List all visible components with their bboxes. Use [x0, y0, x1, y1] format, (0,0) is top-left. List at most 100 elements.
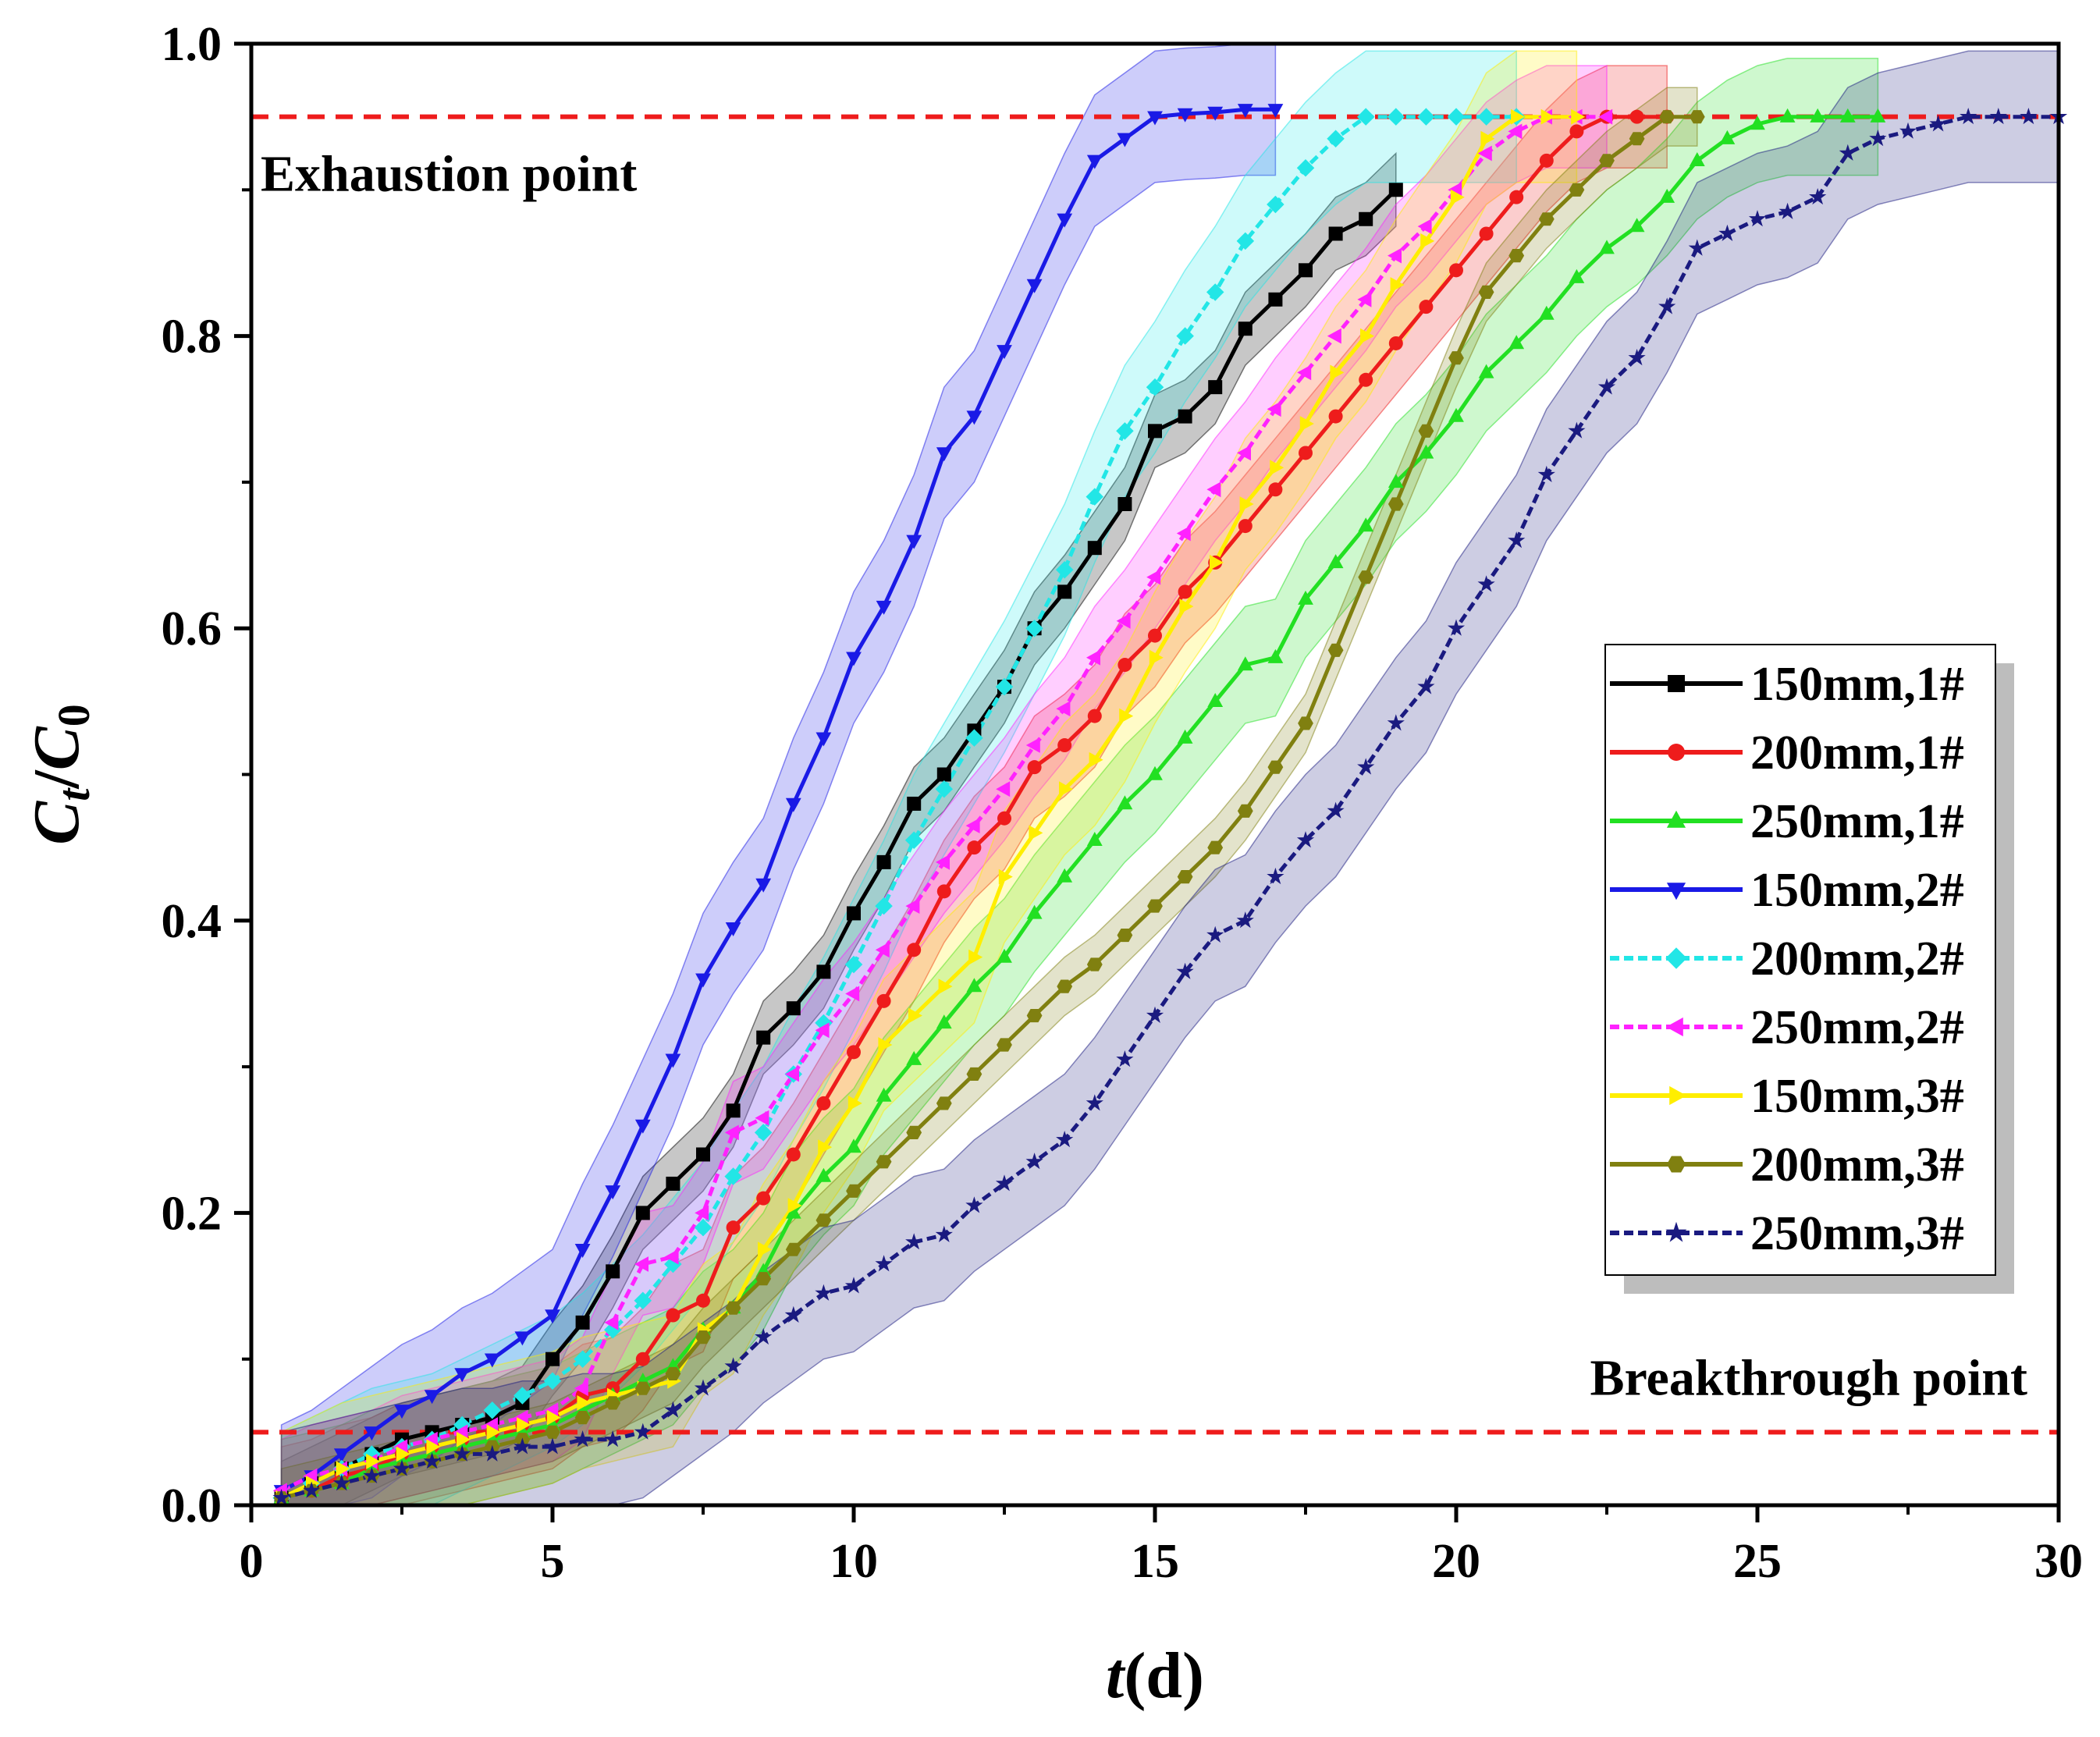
marker-s9-7: [483, 1444, 501, 1462]
marker-s3-53: [1870, 108, 1886, 123]
marker-s3-31: [1207, 693, 1224, 707]
x-axis-title-var: t: [1106, 1639, 1126, 1712]
axis-ticks: 0 5 10 15 20 25 30 0.0 0.2 0.4 0.6 0.8 1.0: [162, 18, 2084, 1588]
marker-s4-19: [846, 652, 862, 666]
marker-s6-35: [1327, 328, 1341, 344]
marker-s9-51: [1809, 188, 1827, 205]
marker-s2-27: [1087, 709, 1102, 723]
marker-s9-30: [1176, 962, 1194, 979]
marker-s5-33: [1267, 195, 1285, 214]
marker-s9-11: [604, 1430, 622, 1448]
marker-s9-43: [1568, 421, 1586, 439]
marker-s9-18: [815, 1284, 833, 1301]
marker-s8-26: [1057, 979, 1073, 993]
marker-s9-38: [1417, 677, 1435, 694]
marker-s1-15: [726, 1103, 741, 1118]
y-axis-title-slash: /: [20, 769, 93, 790]
marker-s2-12: [635, 1352, 650, 1366]
marker-s9-45: [1628, 349, 1646, 366]
marker-s3-36: [1358, 517, 1374, 532]
marker-s8-46: [1659, 110, 1675, 124]
marker-s3-39: [1448, 407, 1464, 422]
marker-s8-34: [1298, 716, 1313, 730]
marker-s9-29: [1146, 1006, 1164, 1023]
marker-s9-9: [543, 1437, 562, 1455]
marker-s6-32: [1237, 445, 1251, 461]
marker-s1-22: [936, 767, 951, 782]
marker-s8-37: [1388, 497, 1404, 511]
marker-s5-26: [1056, 561, 1074, 579]
marker-s9-25: [1025, 1153, 1043, 1170]
x-axis-title-unit: (d): [1124, 1639, 1204, 1712]
marker-s6-33: [1267, 401, 1281, 417]
marker-s2-38: [1419, 300, 1434, 314]
marker-s1-18: [816, 964, 831, 979]
marker-s3-49: [1750, 115, 1765, 130]
marker-s7-26: [1059, 781, 1073, 797]
legend-label-6: 250mm,2#: [1750, 1001, 1964, 1054]
marker-s8-32: [1237, 804, 1253, 818]
marker-s6-36: [1357, 291, 1372, 307]
marker-s2-17: [786, 1147, 801, 1162]
legend-marker-2: [1668, 744, 1685, 761]
marker-s5-25: [1025, 620, 1043, 638]
marker-s2-33: [1268, 482, 1283, 497]
marker-s2-26: [1057, 738, 1072, 753]
marker-s2-37: [1388, 336, 1403, 350]
marker-s5-39: [1447, 108, 1466, 126]
marker-s6-12: [634, 1256, 648, 1272]
marker-s5-38: [1417, 108, 1435, 126]
marker-s9-1: [303, 1481, 321, 1498]
band-series-4: [280, 43, 1277, 1506]
marker-s9-35: [1327, 801, 1345, 819]
marker-s3-19: [846, 1138, 862, 1153]
marker-s9-46: [1658, 297, 1676, 314]
marker-s5-12: [634, 1291, 652, 1309]
marker-s5-36: [1357, 108, 1375, 126]
marker-s3-40: [1478, 364, 1494, 378]
marker-s3-42: [1538, 305, 1555, 320]
marker-s7-43: [1571, 108, 1586, 125]
marker-s4-29: [1147, 111, 1163, 126]
marker-s9-41: [1508, 531, 1526, 549]
marker-s3-52: [1839, 108, 1856, 123]
marker-s2-41: [1509, 190, 1524, 204]
marker-s8-44: [1599, 154, 1615, 168]
marker-s3-46: [1659, 188, 1675, 203]
marker-s8-47: [1689, 110, 1705, 124]
marker-s9-36: [1357, 758, 1375, 775]
marker-s2-20: [876, 993, 891, 1008]
marker-s3-24: [997, 948, 1012, 963]
marker-s5-23: [965, 729, 983, 747]
marker-s3-33: [1267, 648, 1284, 663]
marker-s8-14: [695, 1330, 711, 1344]
marker-s8-35: [1327, 643, 1344, 657]
marker-s4-7: [484, 1353, 500, 1368]
marker-s4-17: [785, 797, 801, 812]
marker-s3-45: [1629, 218, 1645, 233]
marker-s6-19: [845, 986, 860, 1002]
marker-s9-5: [423, 1452, 441, 1469]
x-tick-label-6: 30: [2034, 1535, 2083, 1588]
marker-s8-10: [574, 1411, 591, 1425]
marker-s9-15: [724, 1357, 742, 1374]
marker-s2-25: [1027, 760, 1042, 775]
marker-s3-17: [785, 1204, 801, 1219]
marker-s9-22: [935, 1225, 953, 1242]
marker-s4-24: [997, 345, 1012, 360]
marker-s1-33: [1268, 292, 1283, 307]
marker-s3-26: [1057, 868, 1073, 883]
marker-s8-45: [1629, 132, 1645, 146]
marker-s7-18: [818, 1139, 833, 1155]
y-tick-label-2: 0.4: [162, 895, 222, 948]
marker-s6-22: [936, 854, 950, 870]
legend-label-7: 150mm,3#: [1750, 1070, 1964, 1123]
marker-s4-6: [454, 1368, 471, 1383]
y-tick-label-0: 0.0: [162, 1479, 222, 1533]
marker-s5-24: [995, 677, 1014, 696]
marker-s5-18: [815, 1014, 833, 1032]
marker-s9-42: [1537, 465, 1555, 482]
marker-s2-28: [1118, 658, 1132, 673]
marker-s8-17: [785, 1242, 801, 1256]
marker-s4-10: [574, 1244, 591, 1258]
